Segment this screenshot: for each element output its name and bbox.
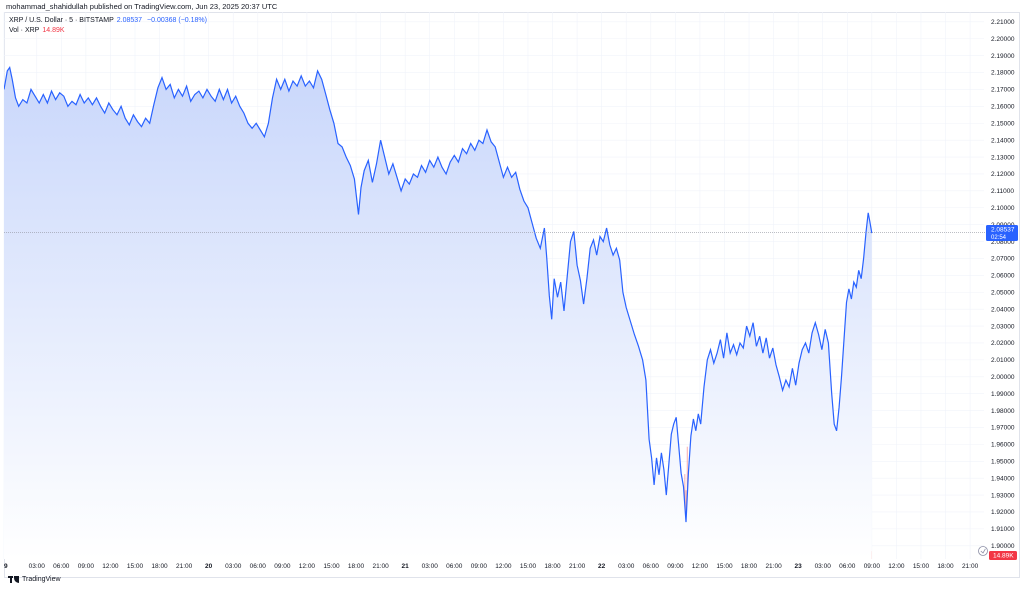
price-tick-label: 1.96000	[991, 442, 1015, 449]
legend-volume: 14.89K	[42, 27, 65, 34]
price-tick-label: 2.14000	[991, 137, 1015, 144]
time-tick-label: 06:00	[250, 563, 267, 570]
time-tick-label: 09:00	[471, 563, 488, 570]
time-tick-label: 06:00	[839, 563, 856, 570]
time-tick-label: 21:00	[765, 563, 782, 570]
go-to-realtime-icon[interactable]	[978, 546, 988, 556]
time-tick-label: 12:00	[692, 563, 709, 570]
time-tick-label: 18:00	[151, 563, 168, 570]
time-tick-label: 15:00	[127, 563, 144, 570]
time-tick-label: 09:00	[864, 563, 881, 570]
price-tick-label: 2.11000	[991, 188, 1014, 195]
price-tick-label: 2.00000	[991, 374, 1015, 381]
time-tick-label: 18:00	[544, 563, 561, 570]
price-tick-label: 2.20000	[991, 36, 1015, 43]
price-tick-label: 1.95000	[991, 458, 1015, 465]
time-tick-label: 09:00	[274, 563, 291, 570]
price-tick-label: 1.93000	[991, 492, 1015, 499]
volume-badge: 14.89K	[989, 551, 1017, 560]
price-tick-label: 2.08000	[991, 239, 1015, 246]
time-tick-label: 15:00	[913, 563, 930, 570]
bar-countdown: 02:54	[991, 235, 1007, 241]
price-tick-label: 2.10000	[991, 205, 1015, 212]
price-tick-label: 2.05000	[991, 289, 1015, 296]
time-tick-label: 22	[598, 563, 606, 570]
time-tick-label: 06:00	[446, 563, 463, 570]
time-tick-label: 12:00	[102, 563, 119, 570]
price-tick-label: 2.17000	[991, 87, 1015, 94]
time-tick-label: 12:00	[495, 563, 512, 570]
time-tick-label: 03:00	[618, 563, 635, 570]
price-tick-label: 1.90000	[991, 543, 1015, 550]
price-tick-label: 2.18000	[991, 70, 1015, 77]
time-tick-label: 15:00	[323, 563, 340, 570]
time-tick-label: 15:00	[716, 563, 733, 570]
last-price-badge: 2.08537 02:54	[986, 225, 1018, 241]
time-tick-label: 21:00	[962, 563, 979, 570]
time-axis[interactable]: 9 03:00 06:00 09:00 12:00 15:00 18:00 21:00 20 03…	[4, 563, 979, 570]
time-tick-label: 18:00	[937, 563, 954, 570]
time-tick-label: 09:00	[667, 563, 684, 570]
time-tick-label: 09:00	[78, 563, 95, 570]
price-tick-label: 2.04000	[991, 306, 1015, 313]
legend-price: 2.08537	[116, 17, 143, 24]
time-tick-label: 15:00	[520, 563, 537, 570]
price-tick-label: 2.12000	[991, 171, 1015, 178]
price-tick-label: 2.07000	[991, 256, 1015, 263]
tradingview-brand: TradingView	[22, 576, 61, 583]
price-tick-label: 2.02000	[991, 340, 1015, 347]
time-tick-label: 20	[205, 563, 213, 570]
price-tick-label: 1.98000	[991, 408, 1015, 415]
price-tick-label: 2.16000	[991, 104, 1015, 111]
last-price-value: 2.08537	[991, 227, 1015, 234]
price-tick-label: 1.94000	[991, 475, 1015, 482]
volume-badge-value: 14.89K	[993, 553, 1014, 560]
time-tick-label: 18:00	[741, 563, 758, 570]
price-tick-label: 2.21000	[991, 19, 1015, 26]
time-tick-label: 12:00	[888, 563, 905, 570]
price-tick-label: 2.03000	[991, 323, 1015, 330]
time-tick-label: 03:00	[29, 563, 46, 570]
time-tick-label: 21	[402, 563, 410, 570]
price-tick-label: 2.15000	[991, 120, 1015, 127]
price-tick-label: 1.97000	[991, 425, 1015, 432]
volume-label[interactable]: Vol · XRP	[9, 27, 40, 34]
time-tick-label: 03:00	[225, 563, 242, 570]
time-tick-label: 21:00	[569, 563, 586, 570]
price-tick-label: 2.13000	[991, 154, 1015, 161]
time-tick-label: 23	[795, 563, 803, 570]
time-tick-label: 06:00	[643, 563, 660, 570]
chart-legend: XRP / U.S. Dollar · 5 · BITSTAMP 2.08537 …	[9, 16, 207, 36]
price-axis[interactable]: 2.21000 2.20000 2.19000 2.18000 2.17000 2.160…	[991, 19, 1015, 550]
tradingview-logo-icon	[8, 576, 19, 583]
legend-change: −0.00368 (−0.18%)	[147, 17, 207, 24]
time-tick-label: 03:00	[422, 563, 439, 570]
time-tick-label: 9	[4, 563, 8, 570]
publisher-text: mohammad_shahidullah published on Tradin…	[6, 2, 278, 11]
price-line[interactable]	[4, 66, 873, 523]
time-tick-label: 12:00	[299, 563, 316, 570]
price-tick-label: 2.19000	[991, 53, 1015, 60]
time-tick-label: 21:00	[372, 563, 389, 570]
price-tick-label: 1.92000	[991, 509, 1015, 516]
price-tick-label: 2.01000	[991, 357, 1015, 364]
time-tick-label: 06:00	[53, 563, 70, 570]
time-tick-label: 18:00	[348, 563, 365, 570]
tradingview-logo[interactable]: TradingView	[8, 576, 61, 583]
price-tick-label: 1.99000	[991, 391, 1015, 398]
time-tick-label: 21:00	[176, 563, 193, 570]
price-tick-label: 1.91000	[991, 526, 1015, 533]
price-tick-label: 2.06000	[991, 273, 1015, 280]
time-tick-label: 03:00	[815, 563, 832, 570]
price-area-fill	[4, 67, 872, 559]
symbol-label[interactable]: XRP / U.S. Dollar · 5 · BITSTAMP	[9, 17, 114, 24]
